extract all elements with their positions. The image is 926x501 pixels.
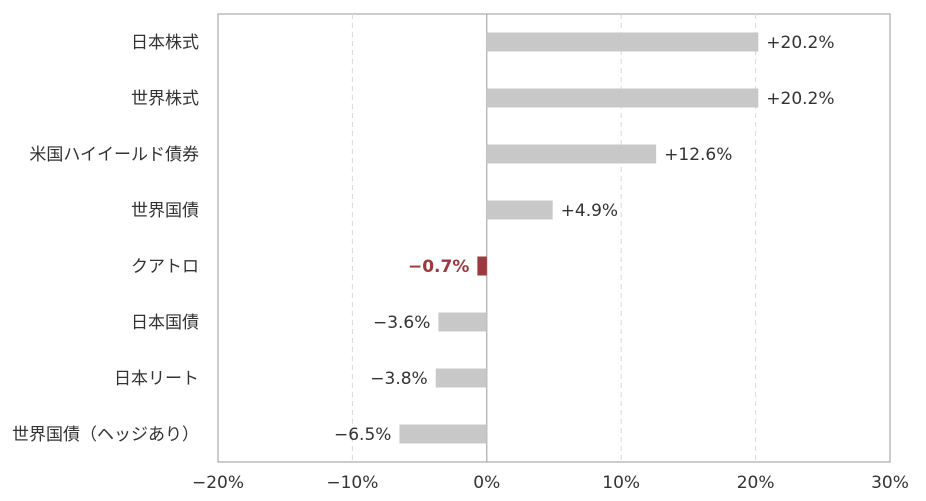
- x-tick-label: 10%: [602, 473, 640, 493]
- category-label: 日本株式: [131, 33, 199, 53]
- x-tick-label: 30%: [871, 473, 909, 493]
- value-label: +20.2%: [766, 89, 834, 109]
- value-label: −3.8%: [370, 369, 427, 389]
- value-label: +4.9%: [561, 201, 618, 221]
- value-label: +20.2%: [766, 33, 834, 53]
- x-tick-label: 0%: [473, 473, 500, 493]
- x-tick-label: −10%: [326, 473, 378, 493]
- value-label: +12.6%: [664, 145, 732, 165]
- value-label: −3.6%: [373, 313, 430, 333]
- category-label: 世界株式: [131, 89, 199, 109]
- value-label: −0.7%: [408, 257, 469, 277]
- value-label: −6.5%: [334, 425, 391, 445]
- category-label: 日本国債: [131, 313, 199, 333]
- plot-frame: [217, 13, 891, 463]
- bar: [486, 88, 759, 108]
- bar: [399, 424, 487, 444]
- x-tick-label: 20%: [737, 473, 775, 493]
- bar: [477, 256, 487, 276]
- bar: [435, 368, 487, 388]
- x-tick-label: −20%: [192, 473, 244, 493]
- bar: [486, 144, 657, 164]
- bar: [438, 312, 487, 332]
- bar: [486, 200, 553, 220]
- category-label: 世界国債: [131, 201, 199, 221]
- category-label: クアトロ: [131, 257, 199, 277]
- category-label: 米国ハイイールド債券: [29, 145, 199, 165]
- category-label: 日本リート: [114, 369, 199, 389]
- bar: [486, 32, 759, 52]
- category-label: 世界国債（ヘッジあり）: [12, 425, 199, 445]
